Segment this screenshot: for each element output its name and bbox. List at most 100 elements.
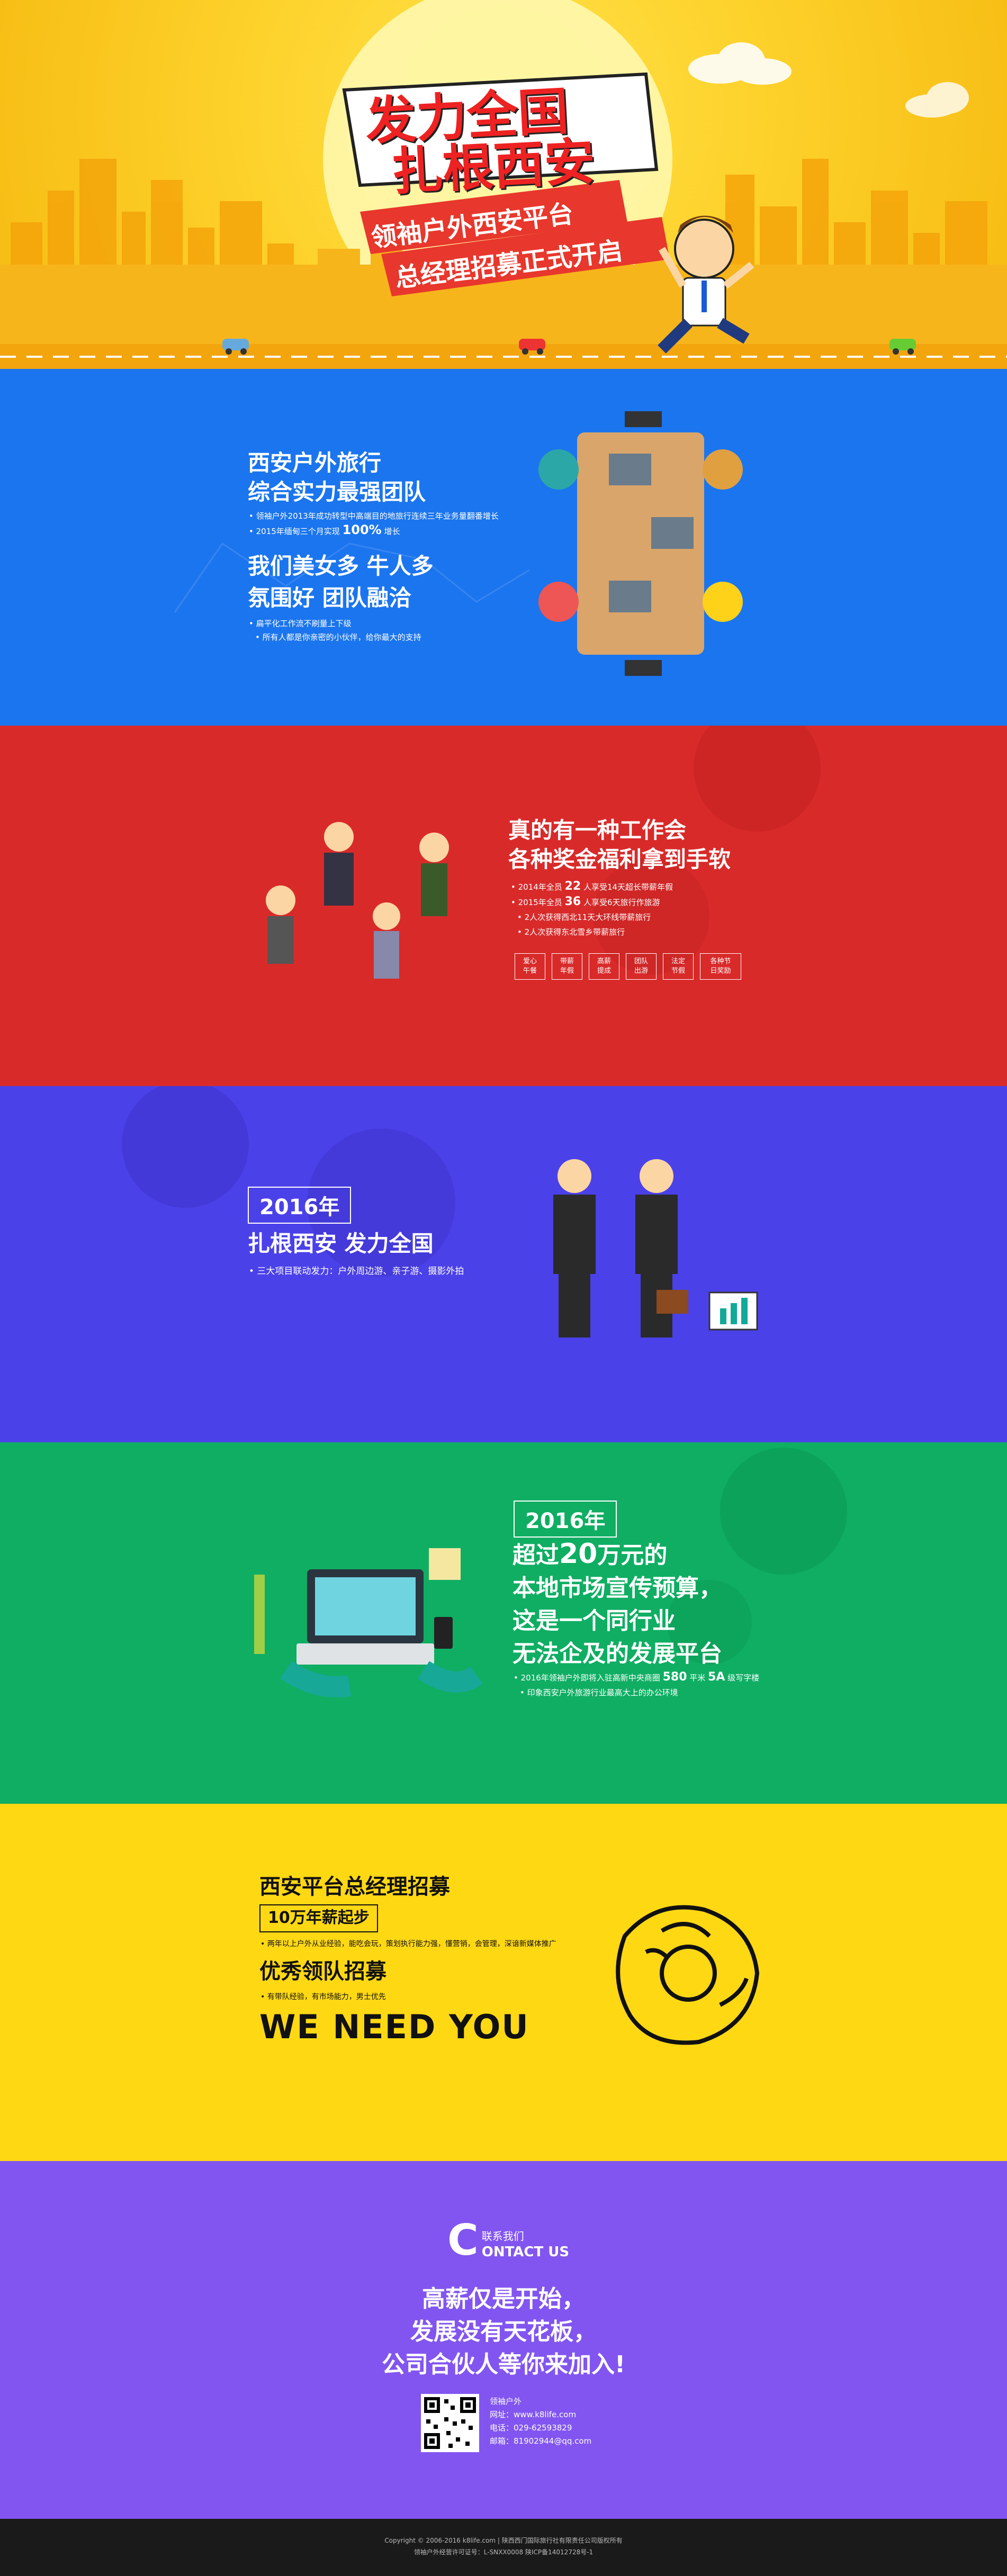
phone-icon [434,1617,453,1649]
running-man-illustration [658,215,754,354]
handshake-illustration [122,1086,758,1337]
chair-icon [625,411,662,427]
platform-heading-line2: 本地市场宣传预算， [513,1575,722,1602]
contact-slogan: 高薪仅是开始， 发展没有天花板， 公司合伙人等你来加入! [0,2283,1007,2381]
note-icon [429,1548,461,1580]
contact-company: 领袖户外 [490,2397,522,2406]
benefits-section: 真的有一种工作会 各种奖金福利拿到手软 2014年全员 22 人享受14天超长带… [0,726,1007,1086]
gear-icon [307,1128,455,1277]
benefit-highlight: 36 [564,895,581,908]
hero-illustration [0,0,1007,369]
platform-bullet: 2016年领袖户外即将入驻高新中央商圈 580 平米 5A 级写字楼 [514,1670,760,1685]
contact-email: 邮箱：81902944@qq.com [490,2436,592,2446]
person-icon [538,582,579,622]
platform-pre: 2016年领袖户外即将入驻高新中央商圈 [520,1673,663,1683]
person-icon [538,449,579,490]
team-bullet-post: 增长 [381,527,400,536]
qr-code-pattern [424,2397,476,2449]
heading-highlight: 20 [559,1538,598,1570]
chair-icon [625,660,662,676]
contact-title-letter: C [447,2216,479,2265]
benefits-bullets: 2014年全员 22 人享受14天超长带薪年假 2015年全员 36 人享受6天… [511,879,673,939]
laptop-icon [609,454,651,485]
platform-heading-line3: 这是一个同行业 [513,1607,676,1634]
team-bullet-pre: 2015年缅甸三个月实现 [256,527,343,536]
title-plate [342,72,659,187]
salary-badge: 10万年薪起步 [259,1904,378,1932]
team-heading-1a: 西安户外旅行 [248,450,382,476]
page-footer: Copyright © 2006-2016 k8life.com | 陕西西门国… [0,2519,1007,2576]
car-icon [519,339,545,355]
benefit-tags: 爱心 午餐 带薪 年假 高薪 提成 团队 出游 法定 节假 各种节 日奖励 [515,953,741,980]
benefit-highlight: 22 [564,880,581,893]
trend-line [174,542,530,613]
platform-highlight: 580 [662,1670,687,1684]
expansion-year-badge: 2016年 [248,1187,352,1224]
ribbon-1 [360,180,627,254]
expansion-section: 2016年 扎根西安 发力全国 三大项目联动发力：户外周边游、亲子游、摄影外拍 [0,1086,1007,1442]
recruit-bullets-2: 有带队经验，有市场能力，男士优先 [260,1989,386,2005]
benefit-pre: 2014年全员 [518,882,565,892]
gear-icon [122,1086,249,1208]
team-bullet: 领袖户外2013年成功转型中高端目的地旅行连续三年业务量翻番增长 [249,509,499,523]
contact-website: 网址：www.k8life.com [490,2410,577,2419]
laptop-icon [651,517,694,549]
benefits-heading-1: 真的有一种工作会 [508,817,687,843]
laptop-icon [609,581,651,612]
jumping-people-illustration [266,822,449,979]
platform-bullets: 2016年领袖户外即将入驻高新中央商圈 580 平米 5A 级写字楼 印象西安户… [514,1670,760,1700]
car-icon [222,339,249,355]
platform-heading-line1: 超过20万元的 [513,1538,722,1572]
platform-highlight: 5A [708,1670,725,1684]
team-bullet: 扁平化工作流不刷量上下级 [249,617,421,630]
year-badge-text: 2016年 [248,1187,352,1224]
team-section: 西安户外旅行 综合实力最强团队 领袖户外2013年成功转型中高端目的地旅行连续三… [0,369,1007,726]
slogan-line: 高薪仅是开始， [422,2285,585,2312]
platform-illustration [254,1448,847,1697]
benefit-bullet: 2人次获得西北11天大环线带薪旅行 [511,910,673,925]
platform-bullet: 印象西安户外旅游行业最高大上的办公环境 [514,1685,759,1700]
benefit-tag: 团队 出游 [626,953,657,980]
slogan-line: 发展没有天花板， [410,2318,597,2345]
recruit-bullet: 两年以上户外从业经验，能吃会玩，策划执行能力强，懂营销，会管理，深谙新媒体推广 [260,1936,556,1952]
expansion-bullets: 三大项目联动发力：户外周边游、亲子游、摄影外拍 [249,1263,464,1279]
we-need-you-banner: WE NEED YOU [259,2008,529,2046]
recruit-heading-1: 西安平台总经理招募 [259,1875,450,1899]
team-bullets-1: 领袖户外2013年成功转型中高端目的地旅行连续三年业务量翻番增长 2015年缅甸… [249,509,499,538]
benefit-bullet: 2014年全员 22 人享受14天超长带薪年假 [511,879,673,894]
ruler-icon [254,1575,265,1654]
benefit-tag: 各种节 日奖励 [700,953,741,980]
hero-banner: 发力全国 扎根西安 领袖户外西安平台 总经理招募正式开启 [0,0,1007,369]
contact-section: C 联系我们 ONTACT US 高薪仅是开始， 发展没有天花板， 公司合伙人等… [0,2161,1007,2519]
footer-copyright: Copyright © 2006-2016 k8life.com | 陕西西门国… [384,2537,623,2544]
gear-icon [694,726,821,831]
benefit-tag: 法定 节假 [663,953,694,980]
heading-post: 万元的 [597,1542,668,1569]
team-bullets-2: 扁平化工作流不刷量上下级 所有人都是你亲密的小伙伴，给你最大的支持 [249,617,421,644]
benefit-tag: 爱心 午餐 [515,953,545,980]
footer-license: 领袖户外经营许可证号：L-SNXX0008 陕ICP备14012728号-1 [413,2548,594,2556]
benefit-post: 人享受14天超长带薪年假 [581,882,673,892]
heading-pre: 超过 [513,1542,559,1569]
benefit-pre: 2015年全员 [518,898,565,907]
benefits-illustration [266,726,821,979]
benefits-heading-2: 各种奖金福利拿到手软 [508,846,731,872]
benefit-tag: 高薪 提成 [589,953,619,980]
platform-mid: 平米 [687,1673,708,1683]
platform-year-badge: 2016年 [514,1501,617,1538]
recruit-heading-2: 优秀领队招募 [259,1959,386,1984]
platform-heading: 超过20万元的 本地市场宣传预算， 这是一个同行业 无法企及的发展平台 [513,1538,722,1670]
expansion-bullet: 三大项目联动发力：户外周边游、亲子游、摄影外拍 [249,1263,464,1279]
team-heading-2b: 氛围好 团队融洽 [248,585,411,611]
team-illustration [174,411,743,676]
team-bullet: 所有人都是你亲密的小伙伴，给你最大的支持 [249,630,421,644]
qr-code-icon [421,2394,479,2452]
team-bullet-highlight: 100% [342,522,382,537]
year-badge-text: 2016年 [514,1501,617,1538]
person-icon [703,449,743,490]
recruit-bullet: 有带队经验，有市场能力，男士优先 [260,1989,386,2005]
contact-title: C 联系我们 ONTACT US [447,2219,569,2262]
laptop-desk-illustration [254,1548,483,1697]
person-icon [703,582,743,622]
contact-info: 领袖户外 网址：www.k8life.com 电话：029-62593829 邮… [490,2395,591,2448]
